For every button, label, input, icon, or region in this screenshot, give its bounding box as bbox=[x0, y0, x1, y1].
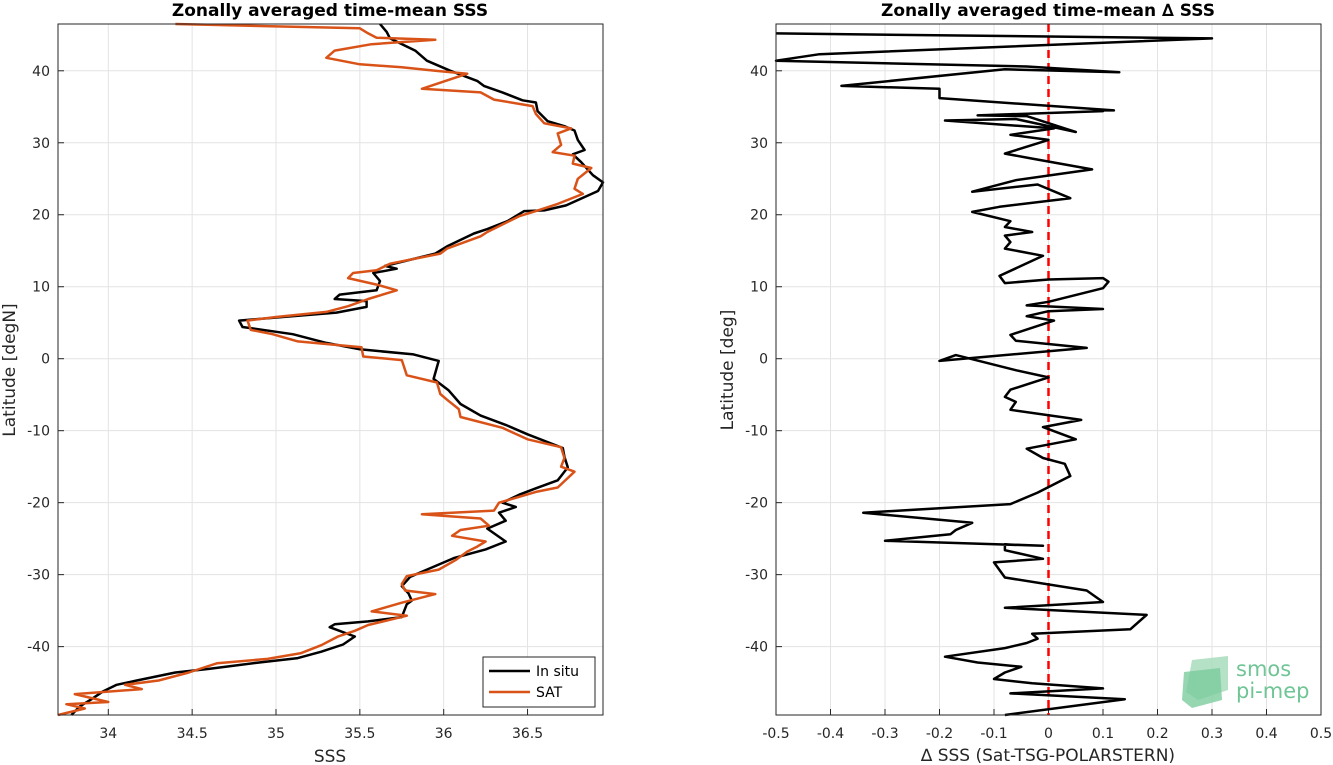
sss-x-tick-label: 36 bbox=[435, 726, 453, 742]
delta-sss-x-tick-label: -0.4 bbox=[817, 726, 844, 742]
sss-y-axis-label: Latitude [degN] bbox=[0, 303, 20, 436]
legend-label-in-situ: In situ bbox=[536, 664, 579, 680]
delta-sss-line-series-0 bbox=[774, 32, 1214, 717]
delta-sss-x-tick-label: 0 bbox=[1044, 726, 1053, 742]
delta-sss-x-tick-label: 0.4 bbox=[1255, 726, 1277, 742]
delta-sss-y-axis-label: Latitude [deg] bbox=[718, 310, 738, 431]
sss-grid bbox=[58, 24, 603, 715]
sss-x-tick-label: 35 bbox=[267, 726, 285, 742]
delta-sss-x-tick-label: -0.2 bbox=[926, 726, 953, 742]
sss-line-sat bbox=[57, 22, 593, 717]
sss-y-tick-label: -10 bbox=[27, 424, 50, 440]
delta-sss-lines bbox=[774, 32, 1214, 717]
sss-y-tick-label: 20 bbox=[32, 208, 50, 224]
sss-x-tick-label: 36.5 bbox=[512, 726, 543, 742]
sss-y-tick-label: -20 bbox=[27, 496, 50, 512]
delta-sss-tick-labels: -0.5 -0.4 -0.3 -0.2 -0.1 0 0.1 0.2 0.3 0.4 0.5 -40 -… bbox=[745, 64, 1332, 742]
delta-sss-y-tick-label: 10 bbox=[750, 280, 768, 296]
sss-y-tick-label: -40 bbox=[27, 640, 50, 656]
sss-axes-box bbox=[57, 23, 604, 716]
delta-sss-y-tick-label: 40 bbox=[750, 64, 768, 80]
smos-pi-mep-logo: smos pi-mep bbox=[1182, 656, 1309, 708]
sss-x-tick-label: 35.5 bbox=[344, 726, 375, 742]
sss-y-tick-label: 0 bbox=[41, 352, 50, 368]
delta-sss-y-tick-label: 20 bbox=[750, 208, 768, 224]
delta-sss-y-tick-label: -30 bbox=[745, 568, 768, 584]
sss-x-tick-label: 34 bbox=[99, 726, 117, 742]
logo-text-pi-mep: pi-mep bbox=[1236, 679, 1309, 703]
delta-sss-x-tick-label: -0.1 bbox=[980, 726, 1007, 742]
legend-label-sat: SAT bbox=[536, 685, 563, 701]
delta-sss-x-tick-label: -0.3 bbox=[871, 726, 898, 742]
logo-shape-front bbox=[1182, 668, 1222, 708]
delta-sss-y-tick-label: -10 bbox=[745, 424, 768, 440]
legend-box bbox=[482, 656, 596, 708]
sss-chart-title: Zonally averaged time-mean SSS bbox=[172, 1, 488, 21]
delta-sss-x-tick-label: -0.5 bbox=[762, 726, 789, 742]
delta-sss-x-tick-label: 0.1 bbox=[1092, 726, 1114, 742]
sss-lines bbox=[57, 22, 605, 717]
sss-y-tick-label: 30 bbox=[32, 136, 50, 152]
delta-sss-x-axis-label: ∆ SSS (Sat-TSG-POLARSTERN) bbox=[920, 746, 1175, 765]
delta-sss-axes-box bbox=[775, 23, 1322, 716]
sss-panel: 34 34.5 35 35.5 36 36.5-40-30-20-10010203040 … bbox=[0, 1, 605, 765]
delta-sss-y-tick-label: -20 bbox=[745, 496, 768, 512]
logo-text-smos: smos bbox=[1236, 657, 1291, 681]
sss-y-tick-label: -30 bbox=[27, 568, 50, 584]
sss-y-tick-label: 40 bbox=[32, 64, 50, 80]
sss-line-in-situ bbox=[70, 23, 605, 716]
sss-x-tick-label: 34.5 bbox=[177, 726, 208, 742]
delta-sss-panel: -0.5 -0.4 -0.3 -0.2 -0.1 0 0.1 0.2 0.3 0.4 0.5 -40 -… bbox=[718, 1, 1332, 765]
sss-legend: In situ SAT bbox=[482, 656, 596, 708]
delta-sss-x-tick-label: 0.3 bbox=[1201, 726, 1223, 742]
sss-tick-labels: 34 34.5 35 35.5 36 36.5 -40 -30 -20 -10 0 10 20 30 40 bbox=[27, 64, 543, 742]
sss-x-axis-label: SSS bbox=[314, 747, 346, 765]
delta-sss-chart-title: Zonally averaged time-mean ∆ SSS bbox=[881, 1, 1215, 21]
delta-sss-x-tick-label: 0.2 bbox=[1146, 726, 1168, 742]
delta-sss-y-tick-label: -40 bbox=[745, 640, 768, 656]
delta-sss-x-tick-label: 0.5 bbox=[1310, 726, 1332, 742]
sss-y-tick-label: 10 bbox=[32, 280, 50, 296]
delta-sss-y-tick-label: 30 bbox=[750, 136, 768, 152]
delta-sss-y-tick-label: 0 bbox=[759, 352, 768, 368]
sss-plot-area bbox=[58, 24, 603, 715]
